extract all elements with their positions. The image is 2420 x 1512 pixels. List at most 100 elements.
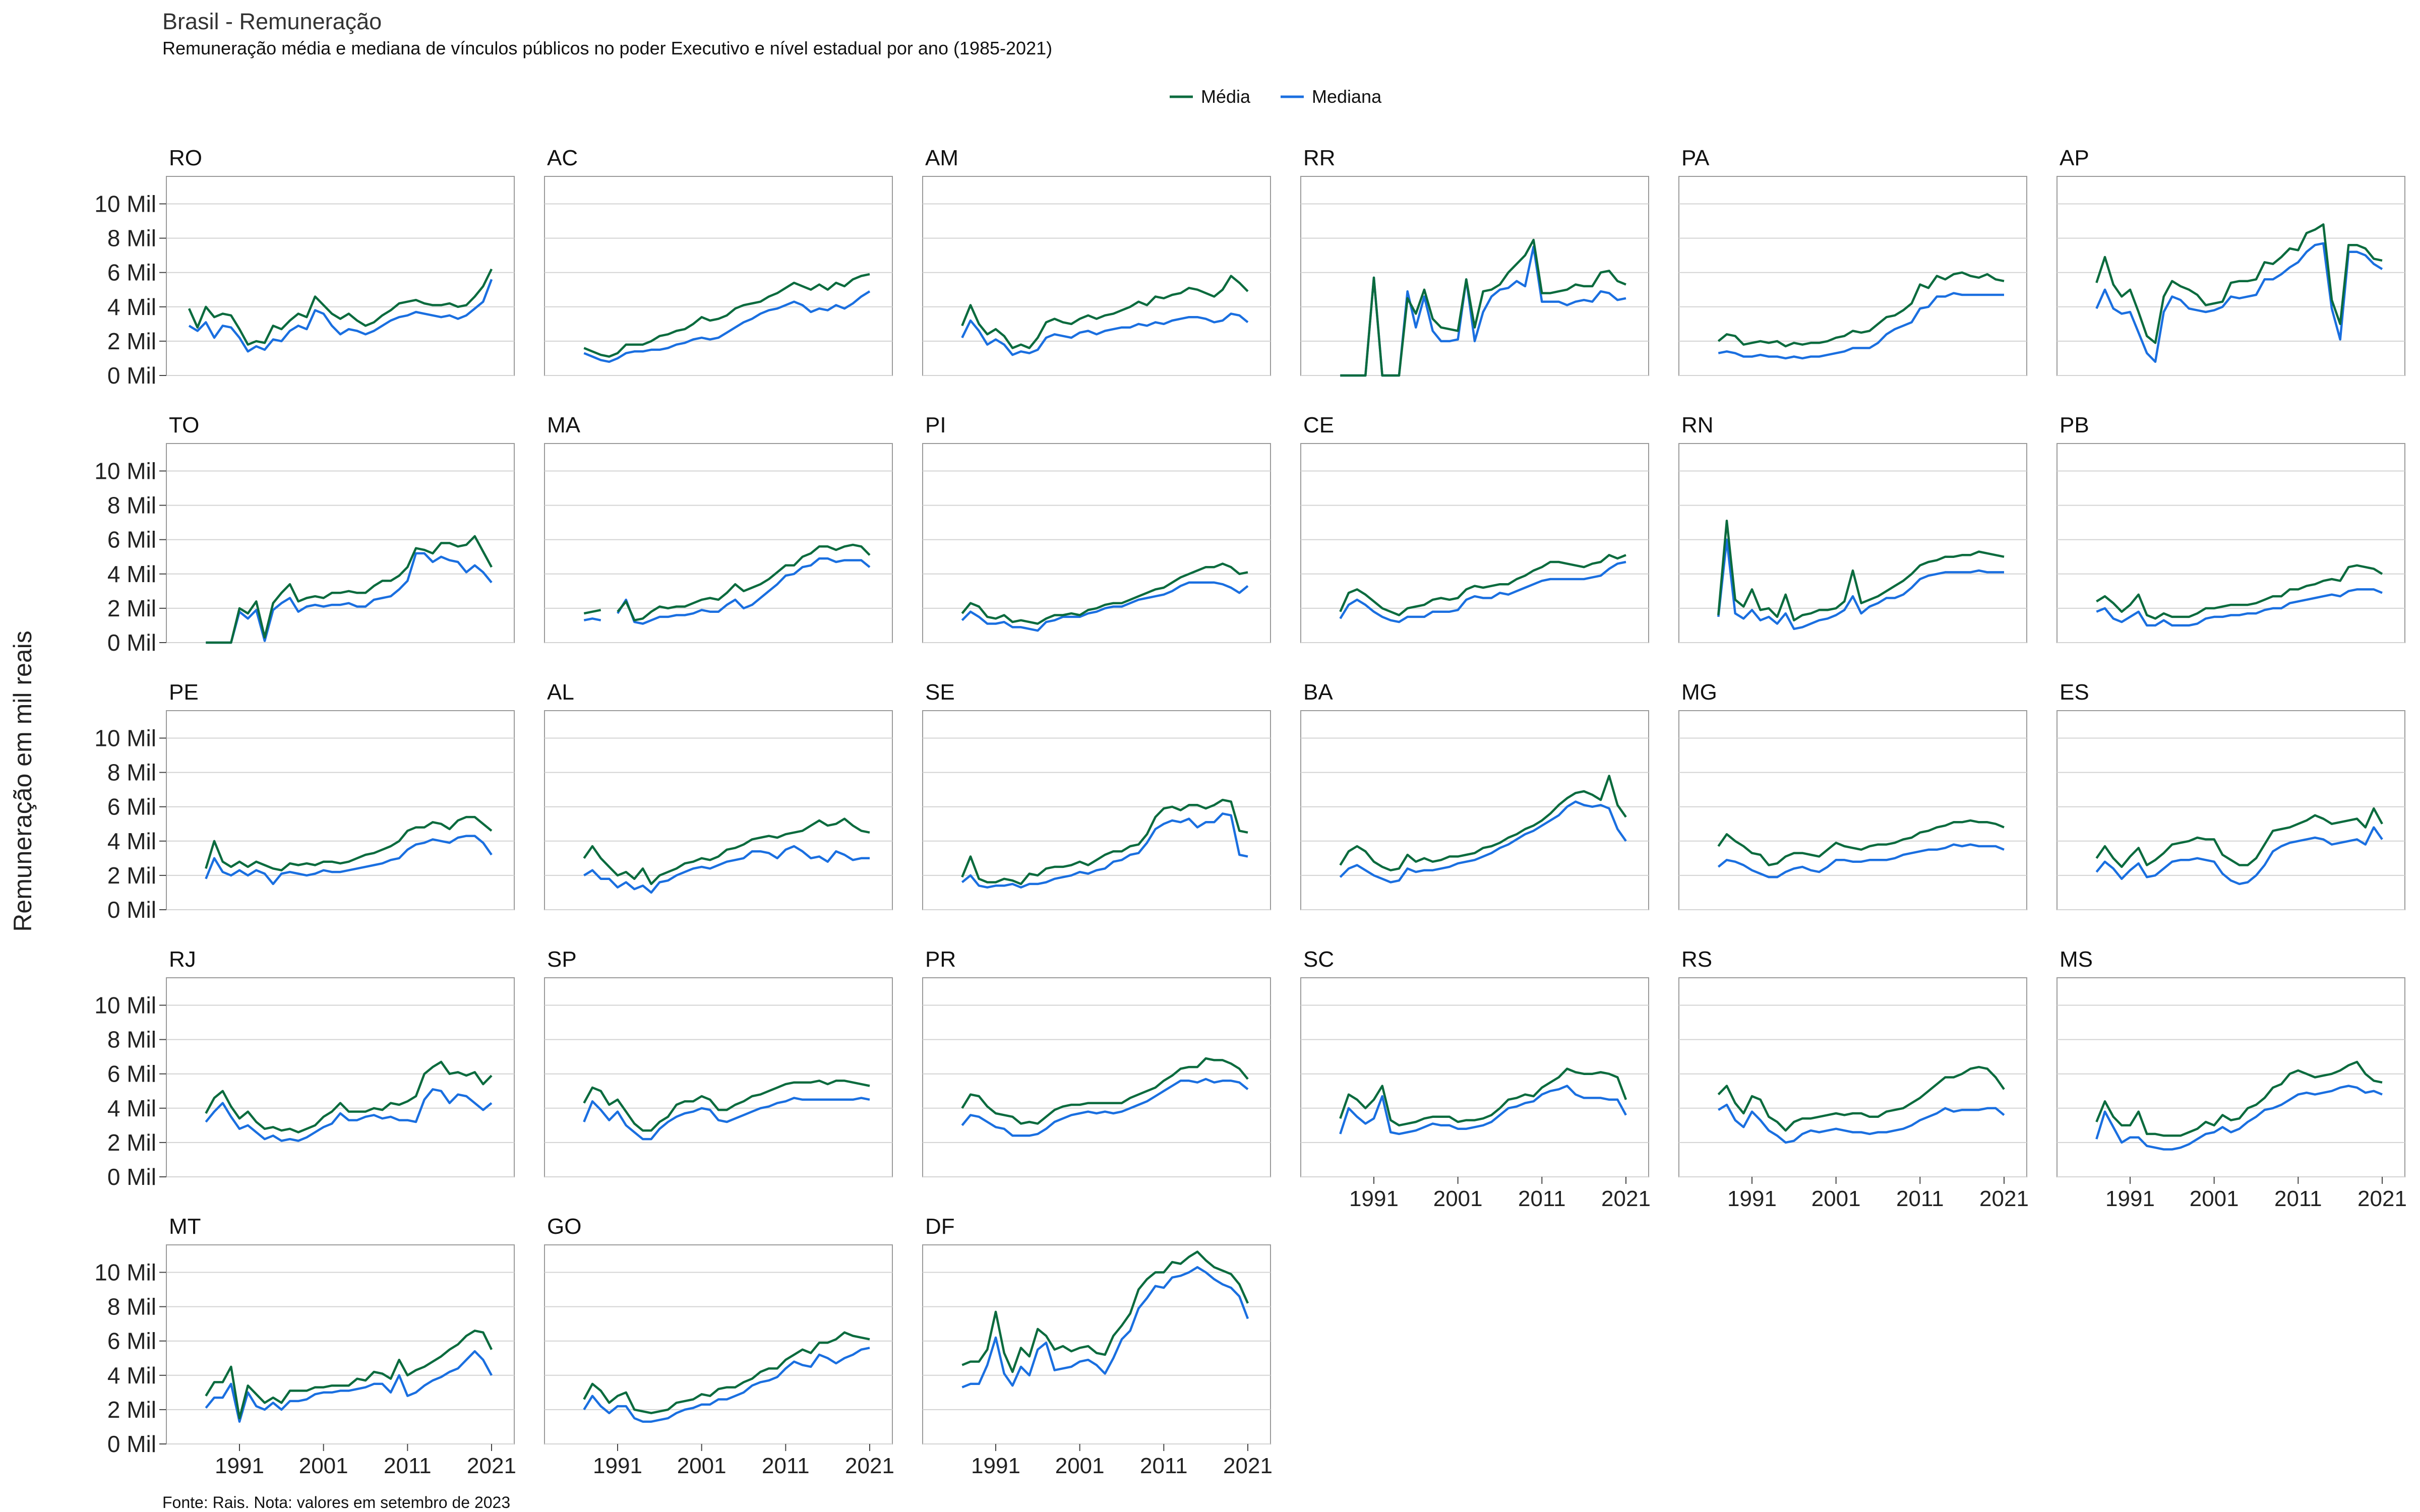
y-tick-label: 8 Mil (107, 760, 156, 786)
series-mediana-line (188, 279, 493, 353)
panel-frame (1678, 443, 2027, 643)
y-tick-label: 0 Mil (107, 362, 156, 389)
panel-pr: PR (922, 947, 1271, 1177)
x-tick-label: 2011 (384, 1454, 432, 1478)
x-tick-label: 2021 (845, 1454, 894, 1478)
series-mediana-line (1717, 538, 2004, 631)
x-tick-label: 1991 (215, 1454, 264, 1478)
y-tick-label: 10 Mil (94, 458, 156, 484)
panel-frame (922, 176, 1271, 376)
panel-title: AL (547, 680, 574, 705)
x-tick-label: 2011 (2274, 1186, 2322, 1211)
x-tick-label: 2021 (1979, 1186, 2029, 1211)
x-tick-label: 2021 (2357, 1186, 2407, 1211)
y-tick-label: 6 Mil (107, 260, 156, 286)
panel-title: PB (2060, 413, 2089, 437)
panel-frame (922, 1244, 1271, 1444)
series-media-line (961, 1250, 1249, 1373)
series-media-line (1340, 238, 1626, 377)
legend: Média Mediana (1170, 86, 1382, 107)
series-mediana-line (961, 1078, 1249, 1137)
panel-frame (1300, 443, 1649, 643)
y-tick-label: 4 Mil (107, 294, 156, 320)
panel-mt: MT 0 Mil 2 Mil 4 Mil 6 Mil 8 Mil 10 Mil 1991 200… (94, 1214, 516, 1478)
panel-title: MA (547, 413, 581, 437)
panel-title: AC (547, 146, 578, 170)
y-tick-label: 8 Mil (107, 1294, 156, 1320)
panel-frame (922, 977, 1271, 1177)
y-tick-label: 2 Mil (107, 328, 156, 354)
series-mediana-line (583, 1347, 870, 1423)
y-axis-label: Remuneração em mil reais (9, 631, 37, 931)
series-mediana-line (1718, 1103, 2005, 1144)
panel-frame (2056, 977, 2405, 1177)
y-tick-label: 4 Mil (107, 828, 156, 854)
series-media-line (205, 1060, 493, 1133)
series-mediana-line (205, 835, 493, 886)
y-tick-label: 4 Mil (107, 561, 156, 587)
y-tick-label: 10 Mil (94, 725, 156, 751)
series-mediana-line (583, 557, 871, 625)
series-mediana-line (1717, 843, 2005, 878)
panel-ap: AP (2056, 146, 2405, 376)
series-media-line (1717, 519, 2005, 621)
x-tick-label: 2001 (677, 1454, 727, 1478)
panel-rj: RJ 0 Mil 2 Mil 4 Mil 6 Mil 8 Mil 10 Mil (94, 947, 515, 1190)
panel-to: TO 0 Mil 2 Mil 4 Mil 6 Mil 8 Mil 10 Mil (94, 413, 515, 656)
panel-mg: MG (1678, 680, 2027, 910)
panel-title: PR (925, 947, 956, 972)
panel-am: AM (922, 146, 1271, 376)
y-tick-label: 2 Mil (107, 862, 156, 889)
series-mediana-line (205, 1088, 493, 1142)
y-tick-label: 2 Mil (107, 595, 156, 621)
panel-title: AP (2060, 146, 2089, 170)
panel-sc: SC 1991 2001 2011 2021 (1300, 947, 1651, 1211)
y-tick-label: 10 Mil (94, 1259, 156, 1285)
panel-frame (166, 443, 515, 643)
panel-pi: PI (922, 413, 1271, 643)
x-tick-label: 2021 (467, 1454, 516, 1478)
series-mediana-line (961, 1266, 1249, 1389)
panel-es: ES (2056, 680, 2405, 910)
series-media-line (2095, 1060, 2383, 1137)
chart-subtitle: Remuneração média e mediana de vínculos … (162, 38, 1052, 58)
panel-title: MT (169, 1214, 201, 1239)
panel-title: PE (169, 680, 199, 705)
footer-source: Fonte: Rais. Nota: valores em setembro d… (162, 1493, 510, 1511)
series-media-line (2095, 807, 2383, 868)
series-mediana-line (2095, 242, 2383, 363)
series-mediana-line (1339, 560, 1626, 623)
panel-ms: MS 1991 2001 2011 2021 (2056, 947, 2407, 1211)
series-mediana-line (583, 1097, 870, 1141)
panel-ce: CE (1300, 413, 1649, 643)
x-tick-label: 2011 (762, 1454, 810, 1478)
panel-pa: PA (1678, 146, 2027, 376)
x-tick-label: 1991 (2105, 1186, 2155, 1211)
x-tick-label: 2011 (1140, 1454, 1188, 1478)
panel-pb: PB (2056, 413, 2405, 643)
panel-go: GO 1991 2001 2011 2021 (544, 1214, 894, 1478)
y-tick-label: 4 Mil (107, 1362, 156, 1389)
panel-title: BA (1303, 680, 1333, 705)
y-tick-label: 8 Mil (107, 1027, 156, 1053)
y-tick-label: 0 Mil (107, 1431, 156, 1457)
series-mediana-line (961, 581, 1249, 632)
series-media-line (583, 1080, 870, 1132)
series-media-line (205, 1330, 493, 1420)
series-mediana-line (583, 290, 871, 363)
y-tick-label: 4 Mil (107, 1095, 156, 1121)
panel-title: RS (1681, 947, 1712, 972)
panel-frame (1300, 710, 1649, 910)
legend-label-mediana: Mediana (1312, 86, 1382, 107)
panel-title: GO (547, 1214, 581, 1239)
panel-rs: RS 1991 2001 2011 2021 (1678, 947, 2029, 1211)
x-tick-label: 2011 (1518, 1186, 1566, 1211)
series-media-line (583, 1331, 870, 1414)
panel-frame (2056, 710, 2405, 910)
series-media-line (961, 275, 1249, 349)
series-media-line (583, 543, 871, 621)
x-tick-label: 2001 (1811, 1186, 1861, 1211)
panel-rr: RR (1300, 146, 1649, 377)
series-mediana-line (206, 552, 493, 644)
y-tick-label: 0 Mil (107, 629, 156, 656)
